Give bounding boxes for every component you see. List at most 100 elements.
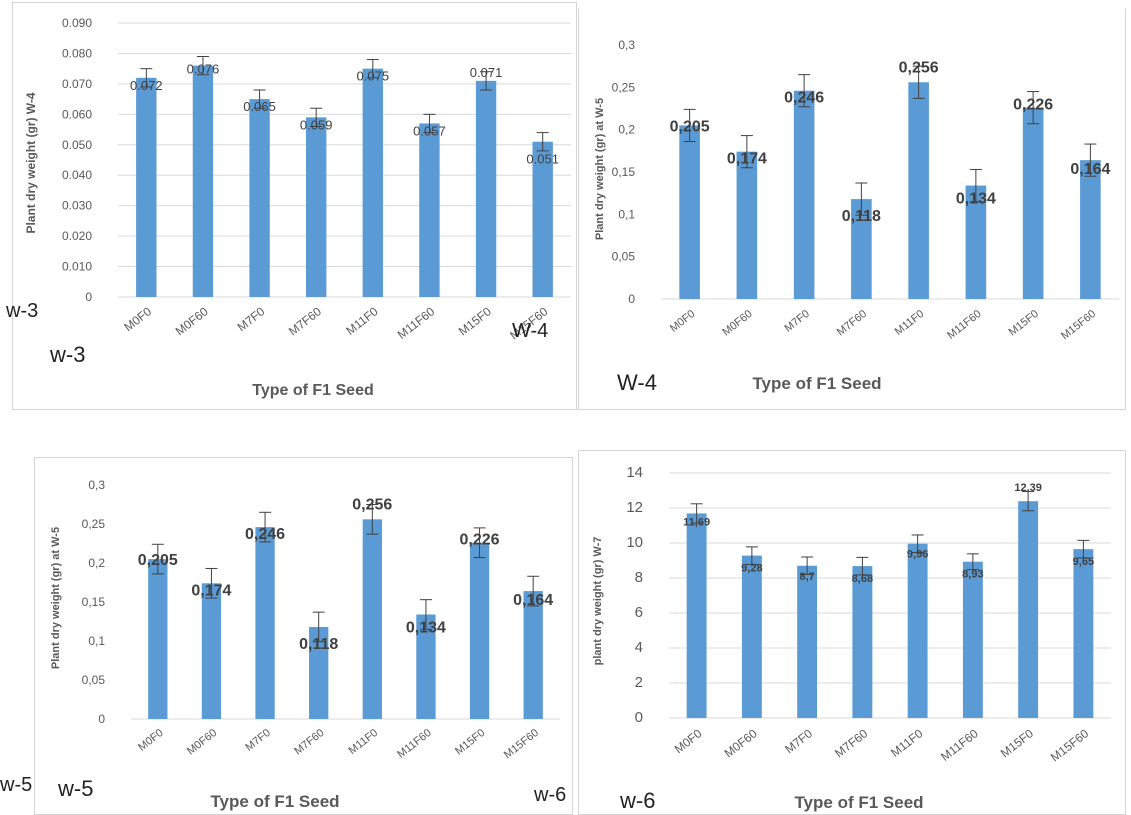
category-label: M15F60 bbox=[1059, 308, 1098, 342]
y-tick-label: 0 bbox=[85, 290, 92, 304]
category-label: M7F60 bbox=[832, 726, 870, 760]
y-tick-label: 0,1 bbox=[88, 634, 105, 648]
bar bbox=[469, 542, 490, 719]
category-label: M11F60 bbox=[938, 726, 981, 764]
data-label: 0,174 bbox=[191, 582, 231, 599]
bar bbox=[793, 90, 815, 299]
bar bbox=[532, 141, 553, 297]
x-axis-title: Type of F1 Seed bbox=[794, 793, 923, 812]
y-tick-label: 0,3 bbox=[618, 38, 635, 52]
y-tick-label: 6 bbox=[635, 604, 643, 621]
data-label: 8,93 bbox=[962, 569, 983, 581]
chart-w3: 0 0.010 0.020 0.030 0.040 0.050 0.060 0.070 0.08… bbox=[24, 16, 571, 399]
y-tick-label: 14 bbox=[626, 464, 643, 481]
x-axis-title: Type of F1 Seed bbox=[210, 792, 339, 811]
category-label: M0F0 bbox=[668, 308, 698, 335]
y-tick-label: 0,2 bbox=[618, 123, 635, 137]
category-label: M0F60 bbox=[722, 726, 760, 760]
category-label: M0F0 bbox=[121, 304, 154, 334]
data-label: 0,246 bbox=[245, 526, 285, 543]
bar bbox=[852, 566, 873, 718]
bar bbox=[192, 65, 214, 297]
bar bbox=[305, 117, 327, 297]
bar bbox=[965, 185, 987, 299]
y-tick-label: 0,25 bbox=[612, 80, 636, 94]
category-label: M7F0 bbox=[235, 304, 268, 334]
y-tick-label: 0,25 bbox=[82, 517, 106, 531]
data-label: 0.076 bbox=[187, 62, 220, 77]
bar bbox=[1080, 160, 1101, 299]
y-axis-title: Plant dry weight (gr) at W-5 bbox=[594, 98, 606, 240]
data-label: 0,164 bbox=[513, 592, 553, 609]
bar bbox=[797, 565, 818, 718]
chart-w4: 0 0,05 0,1 0,15 0,2 0,25 0,3 Plant dry weight (… bbox=[594, 38, 1119, 393]
bar bbox=[851, 199, 872, 299]
category-label: M15F60 bbox=[502, 727, 541, 761]
y-axis-title: Plant dry weight (gr) at W-5 bbox=[50, 527, 62, 669]
data-label: 0,205 bbox=[670, 118, 710, 135]
y-tick-label: 0,2 bbox=[88, 556, 105, 570]
bar bbox=[309, 626, 329, 719]
bar bbox=[741, 555, 762, 718]
category-label: M15F0 bbox=[998, 726, 1036, 760]
category-label: M7F0 bbox=[243, 727, 273, 754]
y-tick-label: 0.010 bbox=[62, 260, 92, 274]
y-tick-label: 10 bbox=[626, 534, 643, 551]
data-label: 11,69 bbox=[683, 516, 710, 528]
category-label: M15F0 bbox=[453, 727, 487, 758]
bar bbox=[962, 561, 983, 718]
y-tick-label: 0,1 bbox=[618, 207, 635, 221]
data-label: 12,39 bbox=[1014, 482, 1042, 494]
category-label: M11F0 bbox=[888, 726, 926, 760]
label-w5-big: w-5 bbox=[58, 776, 94, 801]
y-tick-label: 0.040 bbox=[62, 168, 92, 182]
category-label: M11F0 bbox=[893, 308, 927, 338]
bar bbox=[1073, 549, 1094, 718]
chart-panel-w4: 0 0,05 0,1 0,15 0,2 0,25 0,3 Plant dry weight (… bbox=[578, 8, 1126, 410]
category-label: M11F0 bbox=[346, 727, 380, 757]
category-label: M0F60 bbox=[173, 304, 211, 338]
category-label: M0F60 bbox=[185, 727, 219, 758]
label-w4-big: W-4 bbox=[617, 370, 657, 395]
y-tick-label: 0,05 bbox=[612, 250, 636, 264]
chart-w6: 0 2 4 6 8 10 12 14 plant dry weight (gr) W-7 Type… bbox=[592, 464, 1111, 812]
data-label: 0,226 bbox=[460, 532, 500, 549]
category-label: M7F60 bbox=[292, 727, 326, 758]
chart-panel-w5: 0 0,05 0,1 0,15 0,2 0,25 0,3 Plant dry weight (… bbox=[34, 457, 573, 815]
chart-panel-w6: 0 2 4 6 8 10 12 14 plant dry weight (gr) W-7 Type… bbox=[578, 450, 1126, 815]
bar bbox=[148, 559, 168, 719]
bar bbox=[136, 77, 157, 297]
y-tick-label: 0.080 bbox=[62, 46, 92, 60]
y-tick-label: 0.050 bbox=[62, 138, 92, 152]
bar bbox=[416, 614, 436, 719]
data-label: 0,256 bbox=[899, 59, 939, 76]
y-tick-label: 0.030 bbox=[62, 199, 92, 213]
bar bbox=[1018, 501, 1039, 718]
category-label: M15F0 bbox=[1007, 308, 1041, 339]
bar bbox=[201, 583, 222, 719]
y-axis-title: plant dry weight (gr) W-7 bbox=[592, 537, 604, 666]
data-label: 0.072 bbox=[130, 78, 163, 93]
bar bbox=[249, 99, 270, 297]
y-tick-label: 2 bbox=[635, 674, 643, 691]
bar bbox=[255, 527, 275, 719]
data-label: 0.057 bbox=[413, 123, 446, 138]
y-tick-label: 0 bbox=[628, 292, 635, 306]
x-axis-title: Type of F1 Seed bbox=[752, 374, 881, 393]
data-label: 0,118 bbox=[842, 208, 881, 225]
data-label: 0,205 bbox=[138, 552, 178, 569]
y-tick-label: 0,15 bbox=[612, 165, 636, 179]
label-w3-small: w-3 bbox=[6, 300, 39, 322]
category-label: M7F0 bbox=[782, 308, 812, 335]
data-label: 9,96 bbox=[907, 549, 928, 561]
y-tick-label: 0,3 bbox=[88, 478, 105, 492]
data-label: 0.075 bbox=[357, 69, 390, 84]
category-label: M7F60 bbox=[286, 304, 324, 338]
data-label: 0,134 bbox=[956, 191, 996, 208]
y-tick-label: 0.090 bbox=[62, 16, 92, 30]
chart-w5: 0 0,05 0,1 0,15 0,2 0,25 0,3 Plant dry weight (… bbox=[50, 478, 560, 811]
data-label: 0.065 bbox=[243, 99, 276, 114]
y-tick-label: 0 bbox=[635, 709, 643, 726]
data-label: 8,7 bbox=[799, 571, 814, 583]
x-axis-title: Type of F1 Seed bbox=[252, 382, 374, 399]
